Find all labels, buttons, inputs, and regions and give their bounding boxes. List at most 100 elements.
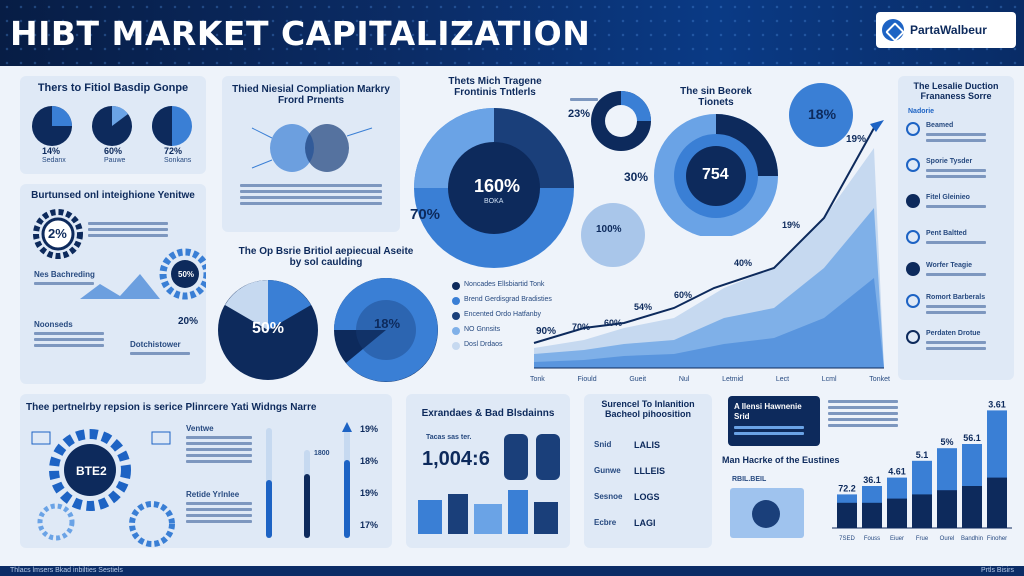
source-name: Sesnoe [594,492,623,501]
bar-category-label: Bandhin [961,536,983,542]
shield-icon [906,122,920,136]
regional-pie-2-label: 18% [374,316,401,331]
thermometer-bars [266,422,352,538]
panel-title: Thee pertnelrby repsion is serice Plinrc… [26,402,317,413]
list-item[interactable]: Romort Barberals [906,294,1010,330]
list-item[interactable]: Sporie Tysder [906,158,1010,194]
legend-swatch [452,341,460,350]
small-circle [581,203,645,267]
line-label: 19% [846,134,867,145]
pie-3-sub: Sonkans [164,157,192,164]
panel-gears: Burtunsed onl inteighione Yenitwe 2% 50%… [20,184,206,384]
pie-3-slice [152,106,172,146]
city-skyline [418,490,558,534]
panel-title: The Op Bsrie Britiol aepiecual Aseite by… [238,246,414,268]
panel-bottom-left: Thee pertnelrby repsion is serice Plinrc… [20,394,392,548]
arrow-up-icon [870,120,884,132]
bar-low [887,498,907,528]
x-tick: Lcml [821,376,837,383]
info-card[interactable]: A Ilensi Hawnenie Srid [728,396,820,446]
panel-title: Exrandaes & Bad Blsdainns [421,408,555,419]
chart-icon [906,330,920,344]
bar-chart-title: Man Hacrke of the Eustines [722,455,840,465]
legend-swatch [452,296,460,305]
footer-left: Thlacs lmsers Bkad inbilties Sestiels [10,567,123,574]
x-tick: Tonk [530,376,545,383]
legend-label: Dosl Drdaos [464,341,503,349]
donut-inner [448,142,540,234]
text-lines [34,282,94,288]
list-item[interactable]: Sesnoe LOGS [594,484,706,510]
globe-icon [906,262,920,276]
bar-category-label: 7SED [839,536,855,542]
list-item[interactable]: Ecbre LAGI [594,510,706,536]
source-name: Snid [594,440,612,449]
bottom-gear-center: BTE2 [76,464,107,478]
brand-name: PartaWalbeur [910,23,987,37]
bar-chart-caption: RBIL.BEIL [732,476,767,483]
text-lines [186,502,252,526]
brand-badge[interactable]: PartaWalbeur [876,12,1016,48]
list-item[interactable]: Pent Baltted [906,230,1010,262]
footer-right: Prtls Bisirs [980,567,1014,574]
trend-line [533,127,875,344]
list-item-label: Worfer Teagie [926,262,973,269]
arrow-up-icon [342,422,352,432]
broook-left: 30% [624,170,649,184]
pie-2-label: 60% [104,146,123,156]
gear-icon [49,429,131,511]
bar-chart: 72.2 7SED 36.1 Fouss 4.61 Eiuer 5.1 Frue 5% Ourel… [832,399,1012,542]
panel-title: The sin Beorek Tionets [680,86,752,108]
legend-label: Noncades Ellsbiartid Tonk [464,281,545,289]
gear-label-1: Nes Bachreding [34,270,95,279]
target-icon [906,294,920,308]
panel-title: Thers to Fitiol Basdip Gonpe [37,82,189,94]
bar-low [937,490,957,528]
list-item[interactable]: Gunwe LLLEIS [594,458,706,484]
header-texture [0,0,1024,66]
broook-block: The sin Beorek Tionets 754 30% [624,80,786,240]
area-layer-mid [534,208,884,368]
pct-2: 18% [360,456,379,466]
small-donut-top [591,91,651,151]
source-value: LOGS [634,492,660,502]
text-lines [240,184,382,208]
legend-swatch [452,281,460,290]
pie-2-sub: Pauwe [104,157,126,164]
x-axis-labels: Tonk Fiould Gueit Nul Letmid Lect Lcml T… [530,376,890,385]
line-label: 90% [536,326,557,337]
bottle-icons [504,434,560,480]
bottle-icon [504,434,528,480]
brain-right-icon [305,124,349,172]
legend-item: Encented Ordo Hatfanby [452,308,552,323]
bar-category-label: Ourel [940,536,955,542]
list-item[interactable]: Snid LALIS [594,432,706,458]
x-tick: Tonket [869,376,890,383]
map-badge [730,488,804,538]
side-value: 1800 [314,450,330,457]
regional-pies [218,278,438,382]
list-item[interactable]: Worfer Teagie [906,262,1010,294]
list-item[interactable]: Beamed [906,122,1010,158]
gear-pct-1: 2% [48,226,67,241]
text-lines [34,332,104,350]
line-label: 60% [604,318,623,328]
pct-1: 19% [360,424,379,434]
bar-fill [304,474,310,538]
list-item[interactable]: Perdaten Drotue [906,330,1010,366]
list-item[interactable]: Fitel Gleinieo [906,194,1010,230]
center-donut [414,108,574,268]
source-value: LAGI [634,518,656,528]
list-item-label: Romort Barberals [926,294,986,301]
legend-item: Noncades Ellsbiartid Tonk [452,278,552,293]
sources-list: Snid LALIS Gunwe LLLEIS Sesnoe LOGS Ecbr… [594,432,706,536]
bar-category-label: Finoher [987,536,1007,542]
broook-donut [654,114,778,236]
page-title: HIBT MARKET CAPITALIZATION [10,14,591,53]
text-lines [570,98,598,104]
panel-regional: The Op Bsrie Britiol aepiecual Aseite by… [206,240,444,388]
panel-middle-bottom: Exrandaes & Bad Blsdainns Tacas sas ter.… [406,394,570,548]
brain-left-icon [270,124,314,172]
panel-title: Thets Mich Tragene Frontinis Tntlerls [448,76,542,98]
panel-sources: Surencel To Inlanition Bacheol pihoositi… [584,394,712,548]
